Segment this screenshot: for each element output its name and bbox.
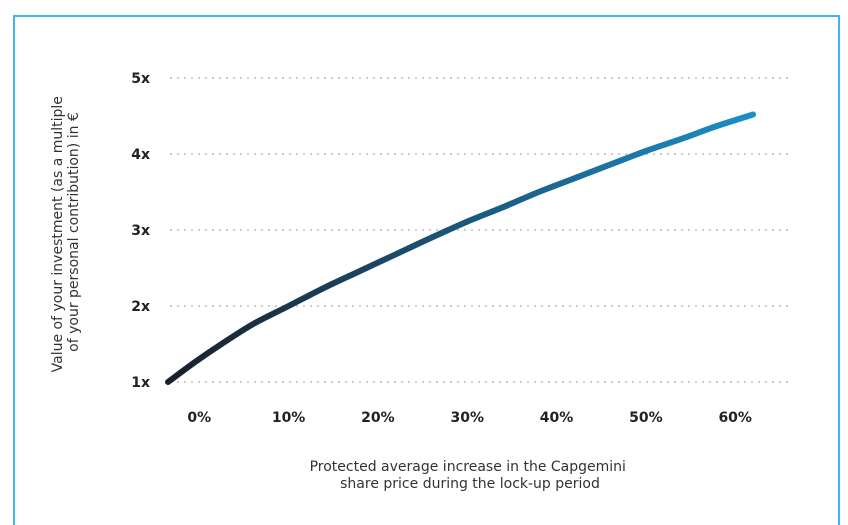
y-tick-label: 5x bbox=[131, 71, 150, 87]
y-axis-label-line-2: of your personal contribution) in € bbox=[66, 112, 82, 352]
line-chart: 1x 2x 3x 4x 5x 0% 10% 20% 30% 40% 50% 60% Value of… bbox=[50, 71, 790, 492]
x-tick-label: 10% bbox=[272, 410, 306, 426]
x-tick-label: 50% bbox=[629, 410, 663, 426]
y-axis-label-line-1: Value of your investment (as a multiple bbox=[50, 96, 66, 372]
x-axis-label-line-1: Protected average increase in the Capgem… bbox=[310, 459, 626, 475]
y-tick-label: 3x bbox=[131, 223, 150, 239]
series-line bbox=[165, 111, 757, 385]
y-axis-ticks: 1x 2x 3x 4x 5x bbox=[131, 71, 150, 391]
x-tick-label: 60% bbox=[718, 410, 752, 426]
x-tick-label: 30% bbox=[450, 410, 484, 426]
x-axis-label-line-2: share price during the lock-up period bbox=[340, 476, 600, 492]
y-tick-label: 1x bbox=[131, 375, 150, 391]
x-tick-label: 20% bbox=[361, 410, 395, 426]
y-tick-label: 2x bbox=[131, 299, 150, 315]
chart-frame bbox=[13, 15, 840, 525]
x-tick-label: 0% bbox=[187, 410, 211, 426]
x-axis-label: Protected average increase in the Capgem… bbox=[310, 459, 631, 492]
x-axis-ticks: 0% 10% 20% 30% 40% 50% 60% bbox=[187, 410, 752, 426]
y-axis-label: Value of your investment (as a multiple … bbox=[50, 92, 82, 373]
grid-lines bbox=[170, 77, 790, 383]
y-tick-label: 4x bbox=[131, 147, 150, 163]
x-tick-label: 40% bbox=[540, 410, 574, 426]
